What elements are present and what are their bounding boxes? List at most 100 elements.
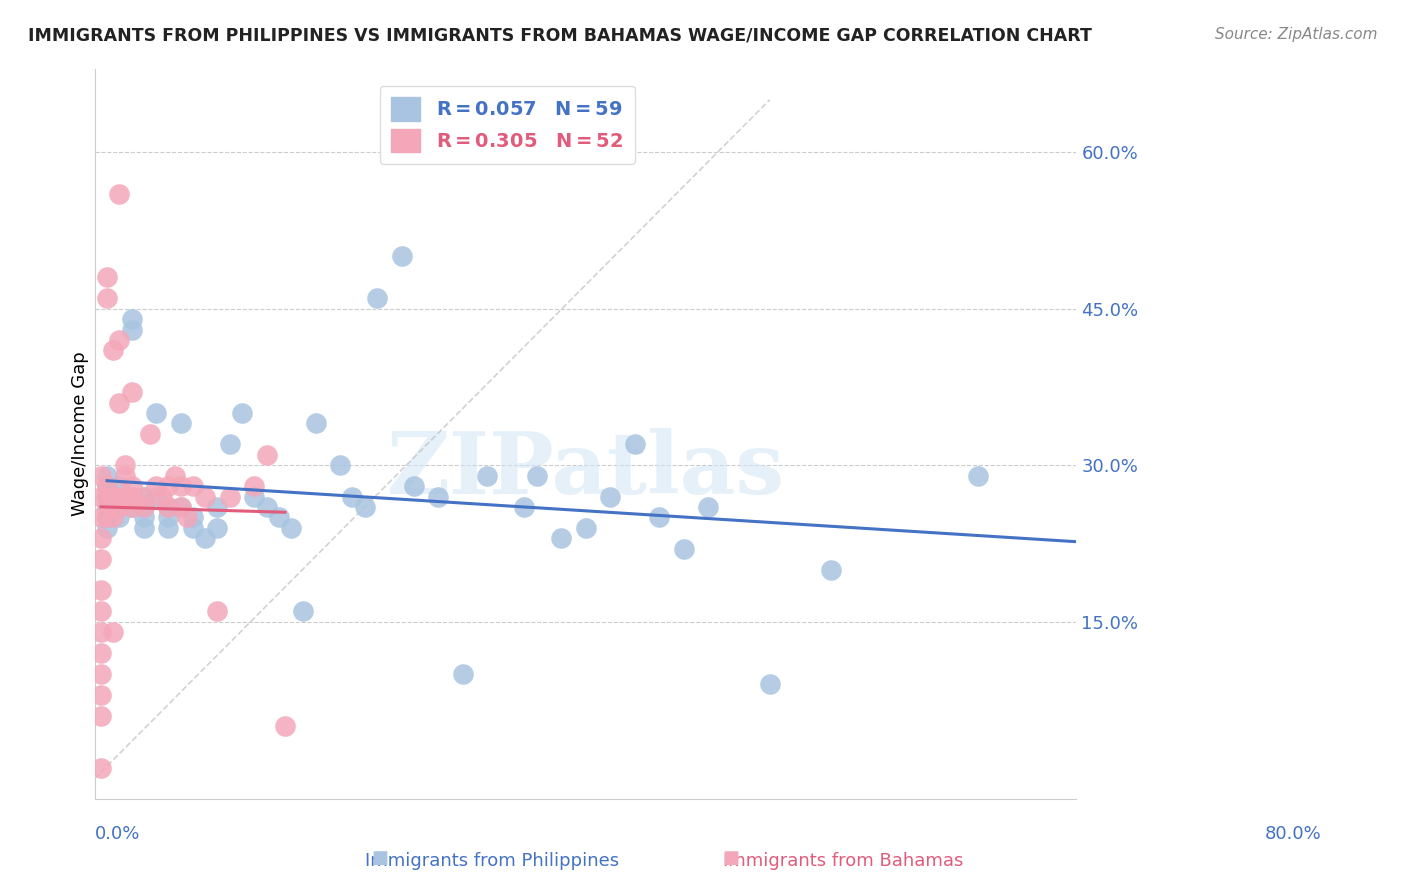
Point (139, 426, 162, 441)
Point (90, 646, 112, 660)
Text: Immigrants from Philippines: Immigrants from Philippines (366, 852, 619, 870)
Point (391, 249, 413, 263)
Point (820, 563, 842, 577)
Text: Immigrants from Bahamas: Immigrants from Bahamas (724, 852, 963, 870)
Point (90, 708, 112, 723)
Point (342, 490, 364, 504)
Point (150, 490, 173, 504)
Point (121, 322, 143, 336)
Point (697, 500, 720, 514)
Point (207, 500, 229, 514)
Point (103, 625, 125, 640)
Point (90, 490, 112, 504)
Point (274, 719, 297, 733)
Point (280, 521, 302, 535)
Point (170, 479, 193, 493)
Point (366, 291, 388, 305)
Point (90, 510, 112, 524)
Point (207, 521, 229, 535)
Point (243, 490, 266, 504)
Point (96, 510, 118, 524)
Text: 80.0%: 80.0% (1265, 825, 1322, 843)
Point (329, 458, 352, 473)
Point (96, 500, 118, 514)
Y-axis label: Wage/Income Gap: Wage/Income Gap (72, 351, 89, 516)
Point (170, 417, 193, 431)
Point (90, 552, 112, 566)
Point (170, 500, 193, 514)
Point (108, 395, 131, 409)
Point (305, 417, 328, 431)
Point (157, 479, 180, 493)
Point (90, 761, 112, 775)
Point (90, 667, 112, 681)
Point (96, 490, 118, 504)
Point (550, 531, 572, 545)
Point (157, 500, 180, 514)
Point (114, 490, 136, 504)
Point (513, 500, 536, 514)
Point (267, 510, 290, 524)
Point (243, 479, 266, 493)
Legend: $\mathbf{R = 0.057}$   $\mathbf{N = 59}$, $\mathbf{R = 0.305}$   $\mathbf{N = 52: $\mathbf{R = 0.057}$ $\mathbf{N = 59}$, … (380, 86, 634, 164)
Point (96, 479, 118, 493)
Point (575, 521, 598, 535)
Point (103, 343, 125, 358)
Point (648, 510, 671, 524)
Point (96, 270, 118, 285)
Point (121, 312, 143, 326)
Point (108, 490, 131, 504)
Point (132, 510, 155, 524)
Point (90, 688, 112, 702)
Point (218, 490, 240, 504)
Point (623, 437, 645, 451)
Point (672, 541, 695, 556)
Point (103, 510, 125, 524)
Point (207, 604, 229, 618)
Point (256, 500, 278, 514)
Point (108, 186, 131, 201)
Point (121, 490, 143, 504)
Point (181, 521, 204, 535)
Point (121, 385, 143, 400)
Point (108, 479, 131, 493)
Point (132, 500, 155, 514)
Point (526, 468, 548, 483)
Point (132, 521, 155, 535)
Point (121, 479, 143, 493)
Point (114, 468, 136, 483)
Point (103, 490, 125, 504)
Point (145, 490, 167, 504)
Point (967, 468, 990, 483)
Point (114, 458, 136, 473)
Point (170, 500, 193, 514)
Point (402, 479, 425, 493)
Point (90, 625, 112, 640)
Point (181, 510, 204, 524)
Point (96, 479, 118, 493)
Point (90, 583, 112, 598)
Point (145, 406, 167, 420)
Point (157, 510, 180, 524)
Point (231, 406, 253, 420)
Point (96, 521, 118, 535)
Point (108, 500, 131, 514)
Point (96, 510, 118, 524)
Point (353, 500, 375, 514)
Point (157, 521, 180, 535)
Text: ■: ■ (371, 849, 388, 867)
Point (194, 531, 217, 545)
Point (181, 479, 204, 493)
Point (90, 468, 112, 483)
Point (157, 500, 180, 514)
Point (121, 490, 143, 504)
Point (163, 468, 186, 483)
Point (108, 333, 131, 347)
Text: ZIPatlas: ZIPatlas (387, 428, 785, 512)
Point (427, 490, 450, 504)
Point (218, 437, 240, 451)
Point (90, 604, 112, 618)
Point (132, 490, 155, 504)
Point (758, 677, 780, 691)
Point (194, 490, 217, 504)
